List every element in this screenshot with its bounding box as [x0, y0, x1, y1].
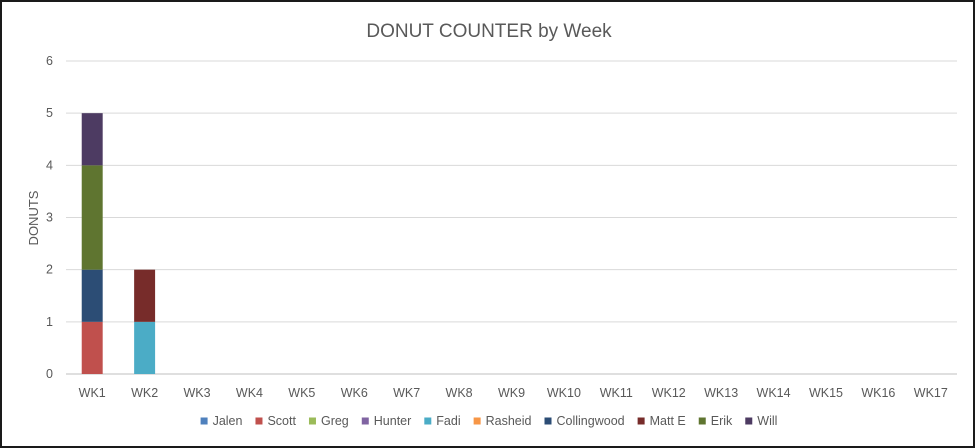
y-tick-label: 5 [46, 106, 53, 120]
legend-label: Scott [267, 414, 296, 428]
x-tick-label: WK8 [446, 386, 473, 400]
bar-segment [81, 269, 103, 322]
legend-swatch [255, 417, 263, 425]
x-tick-label: WK17 [914, 386, 948, 400]
legend-item: Erik [698, 414, 733, 428]
x-tick-label: WK14 [757, 386, 791, 400]
bar-segment [81, 113, 103, 166]
legend-item: Collingwood [544, 414, 625, 428]
x-tick-label: WK4 [236, 386, 263, 400]
legend-item: Fadi [424, 414, 461, 428]
x-tick-label: WK10 [547, 386, 581, 400]
x-tick-label: WK2 [131, 386, 158, 400]
legend-label: Jalen [213, 414, 243, 428]
legend-item: Greg [308, 414, 349, 428]
legend-swatch [698, 417, 706, 425]
x-tick-label: WK12 [652, 386, 686, 400]
chart-title: DONUT COUNTER by Week [366, 21, 612, 42]
legend-label: Hunter [374, 414, 412, 428]
legend-swatch [308, 417, 316, 425]
bar-segment [81, 321, 103, 374]
x-tick-label: WK6 [341, 386, 368, 400]
y-tick-label: 2 [46, 263, 53, 277]
bar-stacks [81, 113, 156, 374]
legend-label: Erik [711, 414, 733, 428]
legend-swatch [361, 417, 369, 425]
legend-label: Greg [321, 414, 349, 428]
legend-item: Hunter [361, 414, 412, 428]
legend: Jalen Scott Greg Hunter Fadi Rasheid Collingwo… [200, 414, 777, 428]
x-tick-label: WK13 [704, 386, 738, 400]
legend-label: Fadi [436, 414, 460, 428]
x-tick-label: WK16 [861, 386, 895, 400]
y-tick-label: 4 [46, 158, 53, 172]
x-axis-ticks: WK1 WK2 WK3 WK4 WK5 WK6 WK7 WK8 WK9 WK10 WK11 WK12 W… [79, 386, 948, 400]
y-axis-ticks: 0 1 2 3 4 5 6 [46, 54, 53, 381]
x-tick-label: WK3 [183, 386, 210, 400]
y-tick-label: 0 [46, 367, 53, 381]
x-tick-label: WK5 [288, 386, 315, 400]
gridlines [66, 60, 957, 375]
legend-label: Matt E [650, 414, 686, 428]
x-tick-label: WK9 [498, 386, 525, 400]
x-tick-label: WK15 [809, 386, 843, 400]
legend-label: Collingwood [557, 414, 625, 428]
bar-segment [134, 321, 156, 374]
y-axis-label: DONUTS [26, 190, 41, 245]
bar-segment [81, 165, 103, 270]
x-tick-label: WK11 [600, 386, 633, 400]
y-tick-label: 3 [46, 211, 53, 225]
legend-swatch [424, 417, 432, 425]
legend-swatch [544, 417, 552, 425]
legend-swatch [200, 417, 208, 425]
y-tick-label: 1 [46, 315, 53, 329]
x-tick-label: WK7 [393, 386, 420, 400]
legend-item: Rasheid [473, 414, 532, 428]
legend-swatch [637, 417, 645, 425]
legend-item: Jalen [200, 414, 243, 428]
legend-label: Rasheid [486, 414, 532, 428]
y-tick-label: 6 [46, 54, 53, 68]
legend-item: Scott [255, 414, 296, 428]
legend-swatch [745, 417, 753, 425]
bar-segment [134, 269, 156, 322]
legend-label: Will [757, 414, 777, 428]
legend-item: Will [745, 414, 777, 428]
x-tick-label: WK1 [79, 386, 106, 400]
legend-swatch [473, 417, 481, 425]
legend-item: Matt E [637, 414, 686, 428]
